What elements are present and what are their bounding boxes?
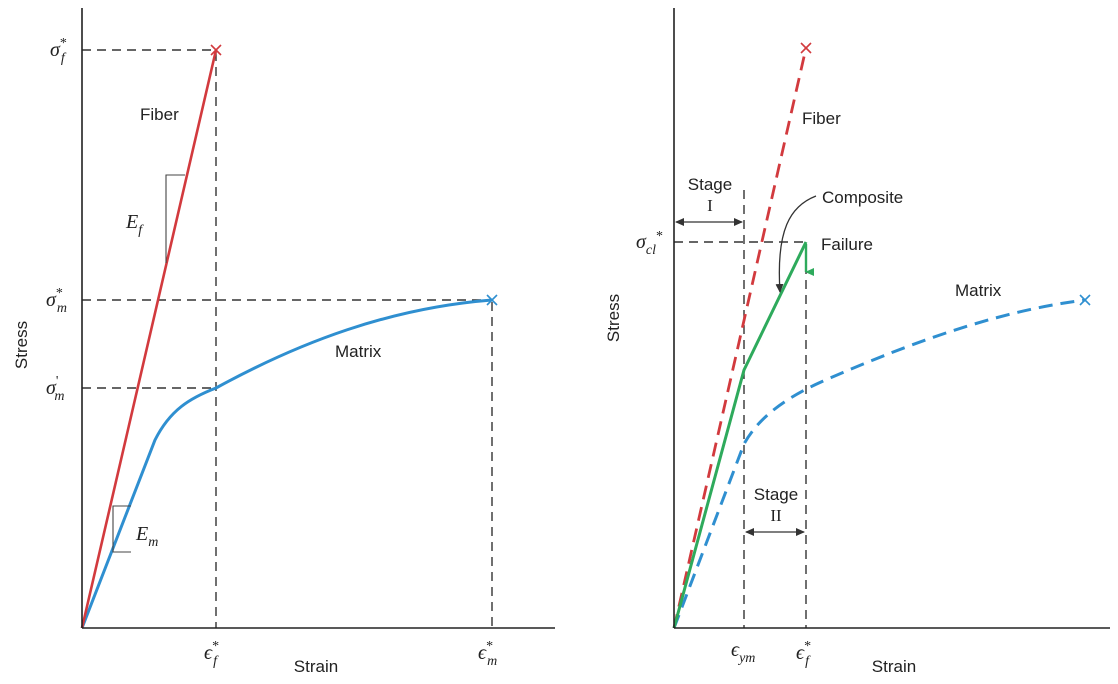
right-fiber-failure-marker	[800, 42, 812, 54]
right-x-axis-label: Strain	[872, 657, 916, 676]
tick-sigma-f-star: σ* f	[50, 36, 67, 66]
left-x-axis-label: Strain	[294, 657, 338, 676]
composite-callout-arrow	[775, 195, 817, 293]
fiber-slope-triangle	[165, 174, 185, 263]
right-fiber-curve	[672, 47, 808, 629]
fiber-failure-marker	[210, 44, 222, 56]
fiber-modulus-label: Ef	[125, 211, 144, 238]
right-panel: Stress Strain Fiber Composite Failure Ma…	[604, 8, 1110, 676]
fiber-curve	[80, 49, 218, 629]
stage2-word: Stage	[754, 485, 798, 504]
left-y-axis-label: Stress	[12, 321, 31, 369]
right-fiber-label: Fiber	[802, 109, 841, 128]
right-matrix-label: Matrix	[955, 281, 1002, 300]
tick-eps-f-star: ϵ* f	[204, 639, 219, 669]
left-matrix-label: Matrix	[335, 342, 382, 361]
matrix-slope-triangle	[112, 505, 131, 553]
composite-curve	[672, 241, 808, 629]
tick-eps-m-star: ϵ* m	[478, 639, 497, 669]
failure-label: Failure	[821, 235, 873, 254]
right-matrix-failure-marker	[1079, 294, 1091, 306]
composite-label: Composite	[822, 188, 903, 207]
tick-sigma-cl-star: σcl*	[636, 229, 663, 258]
tick-sigma-m-prime: σ' m	[46, 374, 65, 404]
tick-sigma-m-star: σ* m	[46, 286, 67, 316]
right-y-axis-label: Stress	[604, 294, 623, 342]
right-matrix-curve	[672, 298, 1086, 629]
stage1-numeral: I	[707, 196, 713, 215]
matrix-curve	[80, 298, 493, 629]
stage2-numeral: II	[770, 506, 782, 525]
left-fiber-label: Fiber	[140, 105, 179, 124]
stage1-word: Stage	[688, 175, 732, 194]
matrix-failure-marker	[486, 294, 498, 306]
matrix-modulus-label: Em	[135, 523, 158, 550]
tick-eps-ym: ϵym	[731, 639, 755, 666]
left-panel: Stress Strain Fiber Matrix Ef Em σ* f σ* m…	[12, 8, 555, 676]
tick-eps-f-star-right: ϵ* f	[796, 639, 811, 669]
